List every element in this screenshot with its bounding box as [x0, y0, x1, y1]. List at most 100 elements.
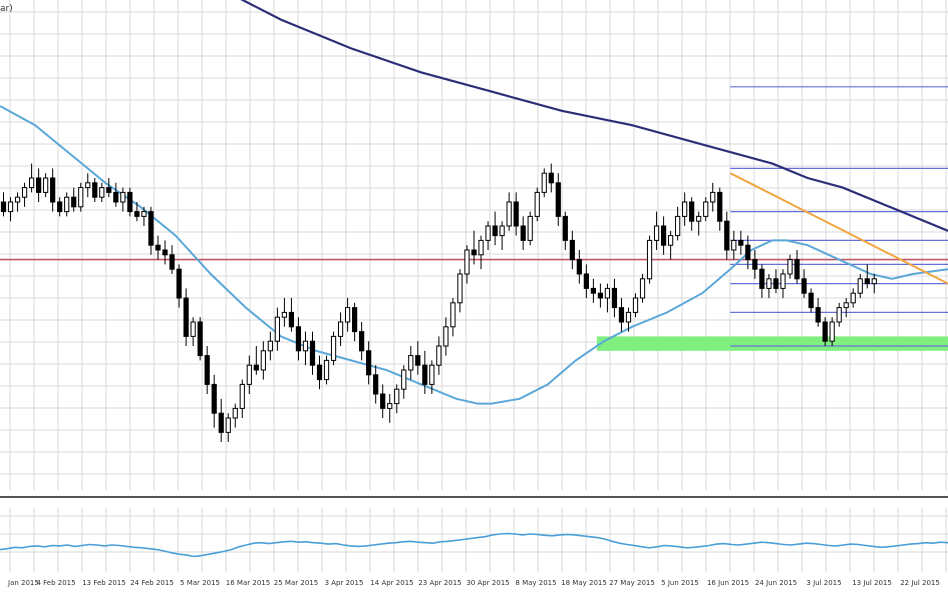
candle — [492, 211, 498, 246]
trendline-layer — [729, 172, 948, 285]
candle-body — [780, 273, 786, 289]
candle — [590, 278, 596, 303]
oscillator-layer — [0, 532, 948, 558]
candle-body — [843, 302, 849, 309]
candle — [190, 317, 196, 346]
x-tick-label: 5 Mar 2015 — [180, 579, 220, 587]
candle-body — [689, 201, 695, 222]
candle — [731, 230, 737, 260]
candle-body — [815, 307, 821, 323]
oscillator-line — [0, 532, 948, 558]
candle — [766, 274, 772, 298]
candle-body — [64, 196, 70, 213]
candle-body — [541, 172, 547, 193]
candle-body — [660, 225, 667, 246]
candle — [309, 331, 316, 375]
candle — [401, 365, 407, 399]
candle-body — [562, 215, 568, 241]
candle-body — [731, 239, 737, 251]
candle-body — [745, 244, 751, 261]
fib-levels-layer — [730, 86, 948, 347]
candle — [843, 298, 849, 318]
x-tick-label: 16 Mar 2015 — [226, 579, 270, 587]
candle-body — [366, 350, 372, 376]
candle-body — [401, 369, 407, 390]
candle-body — [127, 191, 133, 213]
candle — [260, 341, 266, 380]
candle-body — [759, 268, 765, 289]
candle — [267, 331, 273, 361]
candle — [850, 288, 856, 308]
candle — [562, 211, 568, 250]
candle-body — [429, 364, 435, 385]
candle — [197, 317, 203, 361]
candle — [57, 197, 63, 217]
candle-body — [176, 268, 182, 299]
candle — [337, 312, 344, 346]
candle-body — [344, 307, 351, 323]
candle — [632, 293, 639, 318]
candle — [373, 365, 379, 404]
candle-body — [506, 201, 512, 227]
candle — [359, 322, 365, 361]
candle-body — [569, 239, 575, 261]
candle-body — [675, 215, 681, 237]
candle-body — [576, 259, 582, 275]
candle — [408, 346, 414, 380]
candle — [724, 211, 730, 260]
candle-body — [302, 340, 309, 352]
candle — [281, 298, 288, 327]
candle — [127, 187, 133, 217]
candle — [14, 192, 21, 212]
candle — [113, 182, 119, 207]
candle-body — [590, 287, 596, 294]
candle — [675, 206, 681, 241]
candle — [569, 230, 575, 270]
candle-body — [794, 259, 800, 280]
candle-body — [190, 321, 196, 337]
candle-body — [871, 278, 877, 285]
x-tick-label: 4 Feb 2015 — [36, 579, 75, 587]
candle — [794, 250, 800, 284]
candle-body — [99, 187, 105, 198]
candle — [625, 307, 632, 332]
candle — [527, 211, 533, 246]
x-tick-label: 14 Apr 2015 — [370, 579, 413, 587]
candle-body — [696, 215, 702, 222]
candle-body — [492, 225, 498, 237]
grid-layer — [0, 0, 948, 572]
candle-body — [618, 307, 625, 323]
candle-body — [211, 383, 217, 414]
candle-body — [337, 321, 344, 337]
candle — [583, 264, 589, 298]
candle — [541, 168, 547, 198]
candle-body — [281, 311, 288, 318]
candle — [717, 187, 723, 231]
candle — [576, 250, 582, 284]
candle — [85, 173, 91, 198]
candle-body — [471, 249, 477, 256]
candle — [225, 413, 231, 442]
candle-body — [323, 359, 330, 381]
candle-body — [822, 321, 828, 342]
candle-body — [36, 177, 42, 193]
candle — [752, 250, 758, 279]
candle — [36, 168, 42, 202]
candle-body — [653, 225, 660, 241]
candle-body — [766, 278, 772, 289]
candle-body — [422, 364, 428, 385]
candle-body — [394, 388, 400, 405]
candle-body — [78, 187, 84, 208]
candle — [239, 379, 245, 418]
candle-body — [21, 187, 28, 198]
candle-body — [646, 239, 653, 280]
candle-body — [499, 225, 505, 237]
x-tick-label: 13 Feb 2015 — [82, 579, 126, 587]
candle-body — [295, 326, 302, 352]
candle — [295, 317, 302, 361]
candle — [28, 163, 35, 193]
candle — [653, 211, 660, 250]
candle-body — [597, 292, 604, 299]
candle-body — [555, 182, 561, 217]
candle-body — [808, 292, 814, 309]
